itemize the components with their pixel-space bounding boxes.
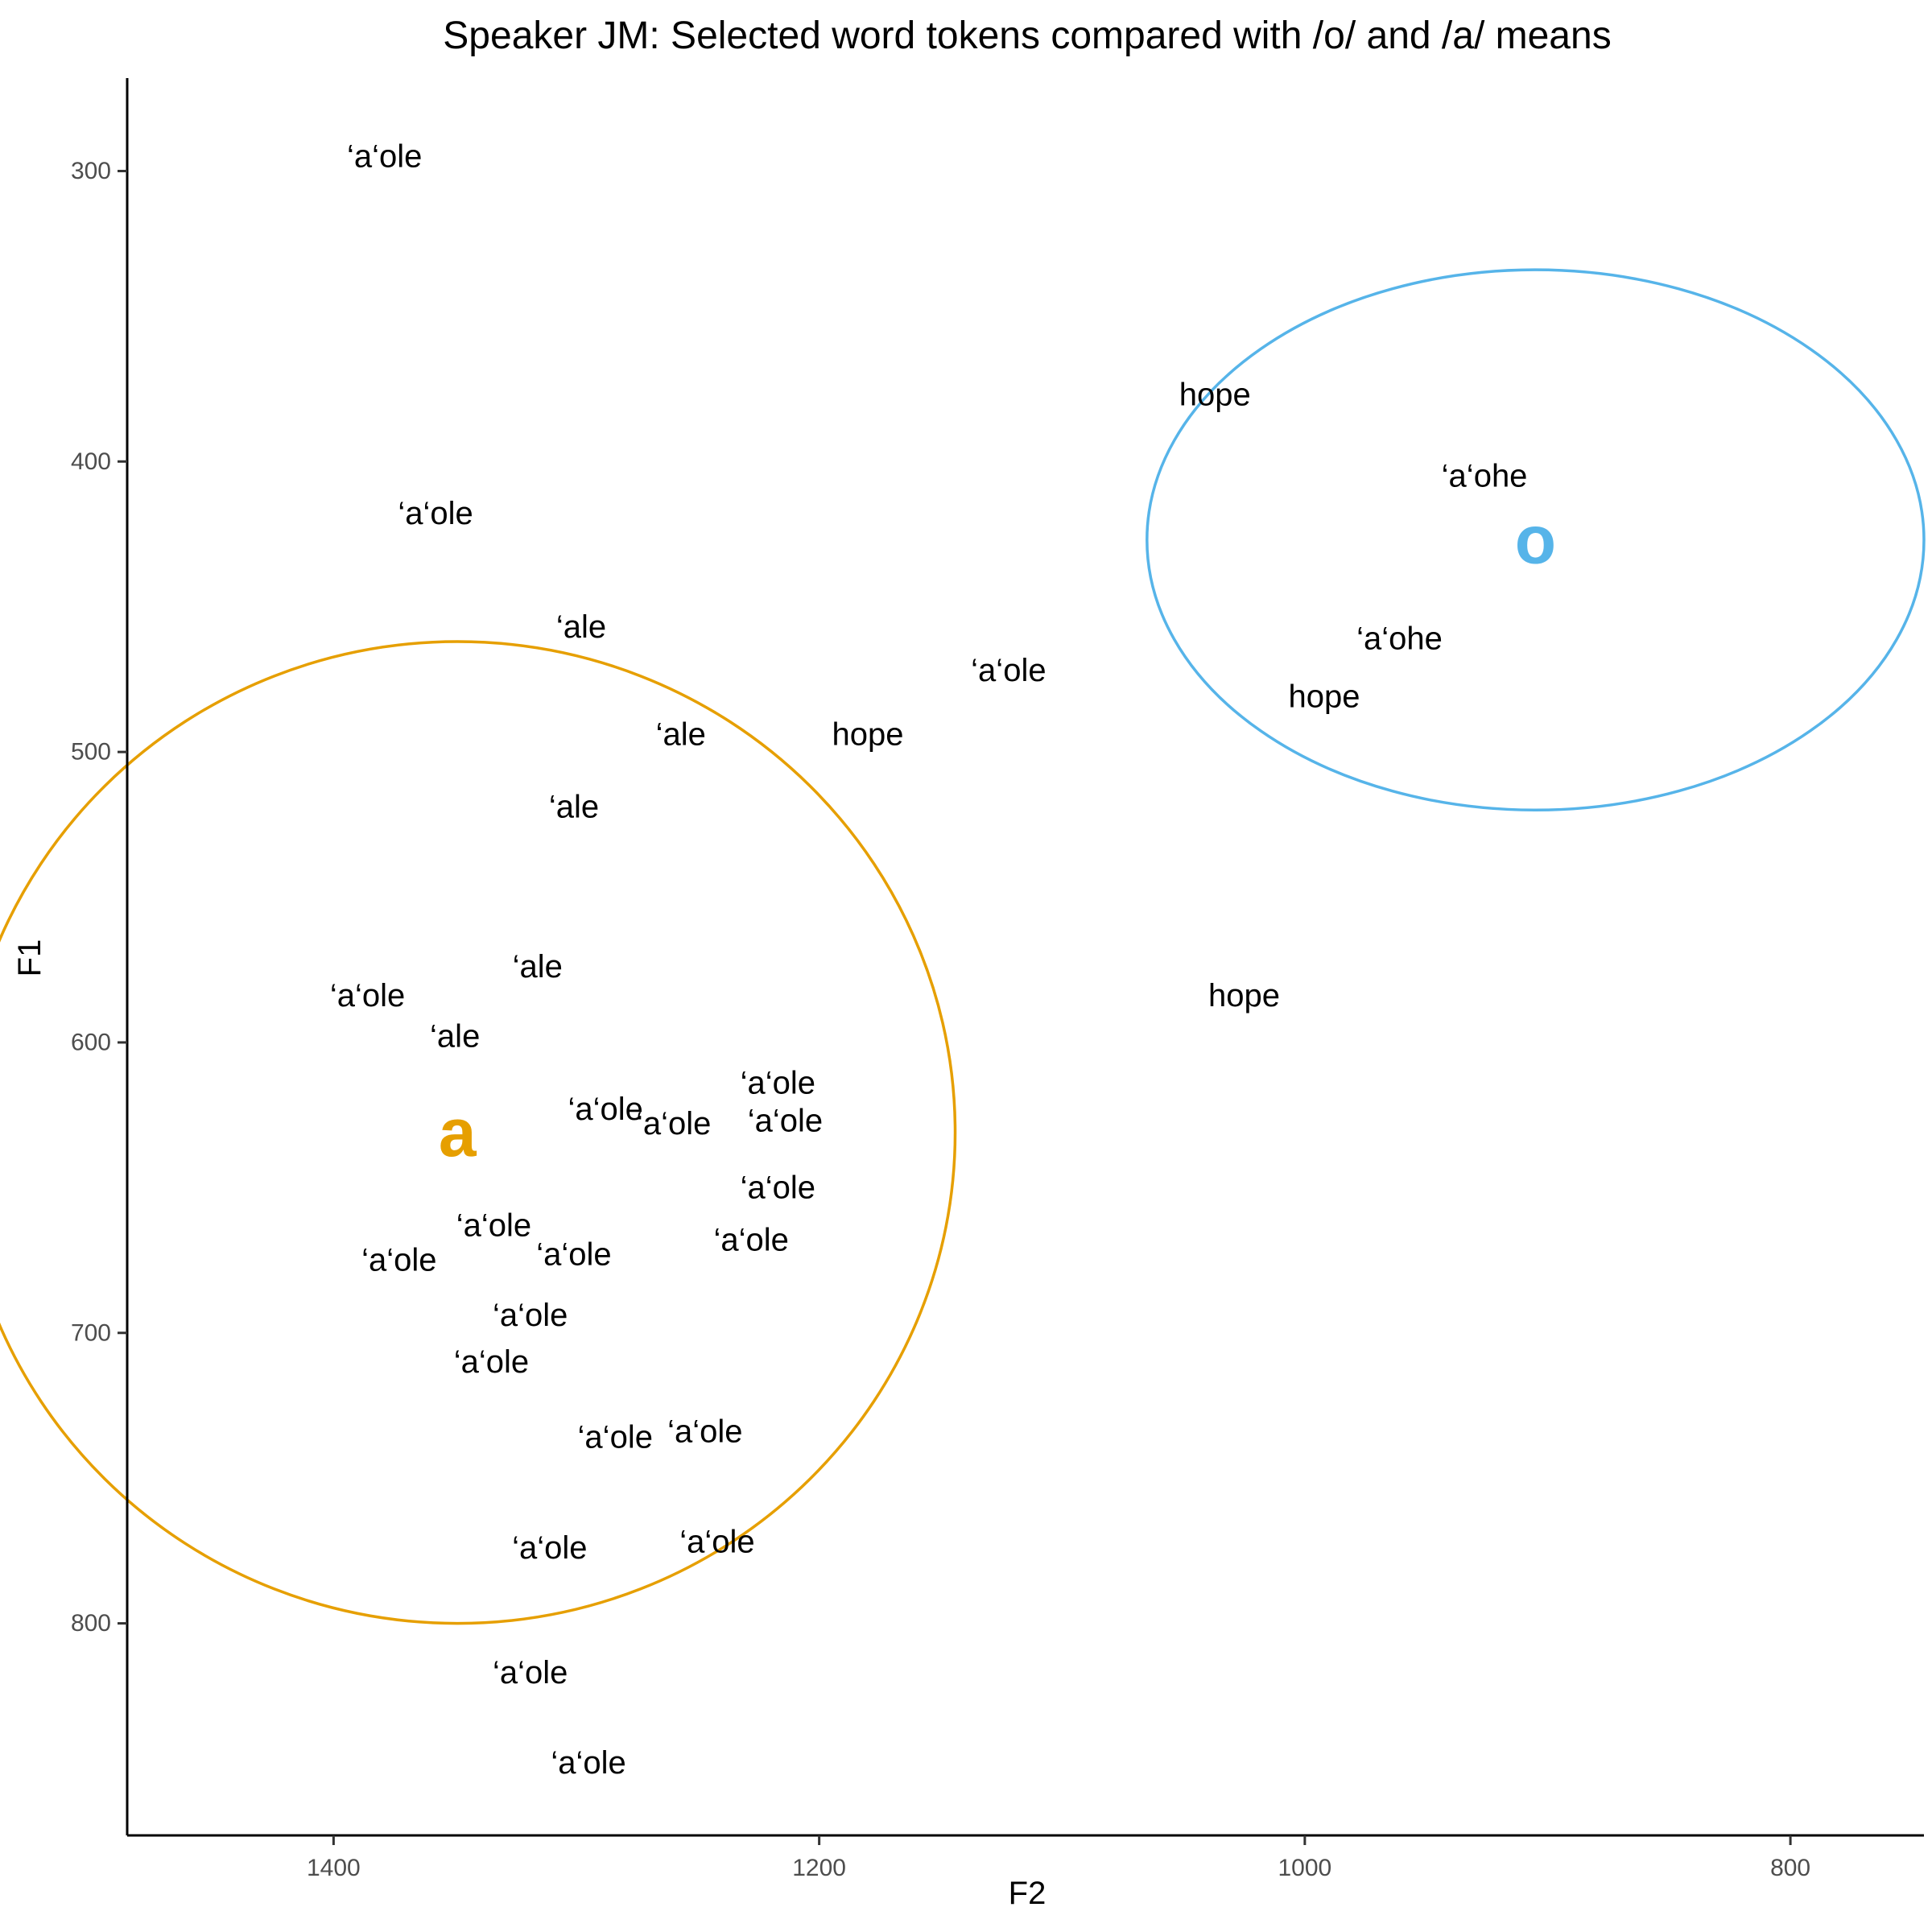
x-axis-ticks: 1400 1200 1000 800 bbox=[307, 1835, 1810, 1881]
token-label: ‘a‘ole bbox=[330, 978, 405, 1013]
x-tick-label: 800 bbox=[1770, 1855, 1810, 1881]
token-label: ‘a‘ole bbox=[454, 1344, 529, 1380]
token-label: ‘a‘ole bbox=[493, 1298, 568, 1333]
token-label: ‘a‘ole bbox=[667, 1414, 742, 1449]
token-label: ‘ale bbox=[556, 609, 606, 645]
token-label: ‘ale bbox=[549, 790, 599, 825]
token-label: ‘a‘ole bbox=[568, 1092, 642, 1127]
token-label: ‘a‘ohe bbox=[1442, 458, 1528, 493]
x-tick-label: 1400 bbox=[307, 1855, 361, 1881]
token-label: ‘a‘ole bbox=[636, 1106, 711, 1141]
token-label: ‘a‘ohe bbox=[1356, 621, 1443, 656]
token-label: ‘ale bbox=[513, 949, 563, 985]
y-axis-title: F1 bbox=[12, 939, 47, 977]
x-tick-label: 1000 bbox=[1278, 1855, 1331, 1881]
token-label: hope bbox=[1289, 679, 1360, 715]
mean-label-o: o bbox=[1515, 502, 1556, 578]
token-label: ‘ale bbox=[656, 716, 706, 752]
ellipse-a bbox=[0, 640, 957, 1625]
token-label: ‘a‘ole bbox=[512, 1530, 587, 1566]
y-tick-label: 300 bbox=[71, 158, 111, 184]
token-label: ‘a‘ole bbox=[679, 1525, 754, 1560]
token-label: ‘a‘ole bbox=[493, 1655, 568, 1690]
token-label: ‘a‘ole bbox=[578, 1420, 653, 1455]
x-axis-title: F2 bbox=[1009, 1876, 1046, 1911]
token-label: hope bbox=[1179, 377, 1251, 412]
token-label: hope bbox=[1208, 978, 1280, 1013]
y-tick-label: 500 bbox=[71, 739, 111, 766]
token-label: ‘a‘ole bbox=[551, 1745, 625, 1781]
token-label: ‘a‘ole bbox=[361, 1243, 436, 1278]
ellipse-o bbox=[1146, 268, 1926, 812]
mean-label-a: a bbox=[439, 1095, 477, 1170]
plot-area: ‘a‘ole‘a‘ole‘a‘ole‘a‘ole‘a‘ole‘a‘ole‘a‘o… bbox=[0, 138, 1926, 1781]
y-tick-label: 700 bbox=[71, 1319, 111, 1346]
token-label: ‘a‘ole bbox=[456, 1208, 531, 1243]
token-label: hope bbox=[832, 716, 903, 752]
token-label: ‘ale bbox=[430, 1019, 480, 1055]
token-label: ‘a‘ole bbox=[741, 1065, 815, 1100]
token-label: ‘a‘ole bbox=[971, 653, 1046, 688]
y-tick-label: 800 bbox=[71, 1610, 111, 1637]
x-tick-label: 1200 bbox=[792, 1855, 846, 1881]
chart-title: Speaker JM: Selected word tokens compare… bbox=[443, 14, 1611, 57]
token-label: ‘a‘ole bbox=[741, 1170, 815, 1205]
y-tick-label: 400 bbox=[71, 448, 111, 475]
y-axis-ticks: 300 400 500 600 700 800 bbox=[71, 158, 127, 1637]
y-tick-label: 600 bbox=[71, 1029, 111, 1055]
token-label: ‘a‘ole bbox=[398, 496, 473, 531]
token-label: ‘a‘ole bbox=[536, 1236, 611, 1272]
token-label: ‘a‘ole bbox=[748, 1103, 823, 1138]
token-label: ‘a‘ole bbox=[347, 138, 422, 174]
token-label: ‘a‘ole bbox=[713, 1222, 788, 1257]
